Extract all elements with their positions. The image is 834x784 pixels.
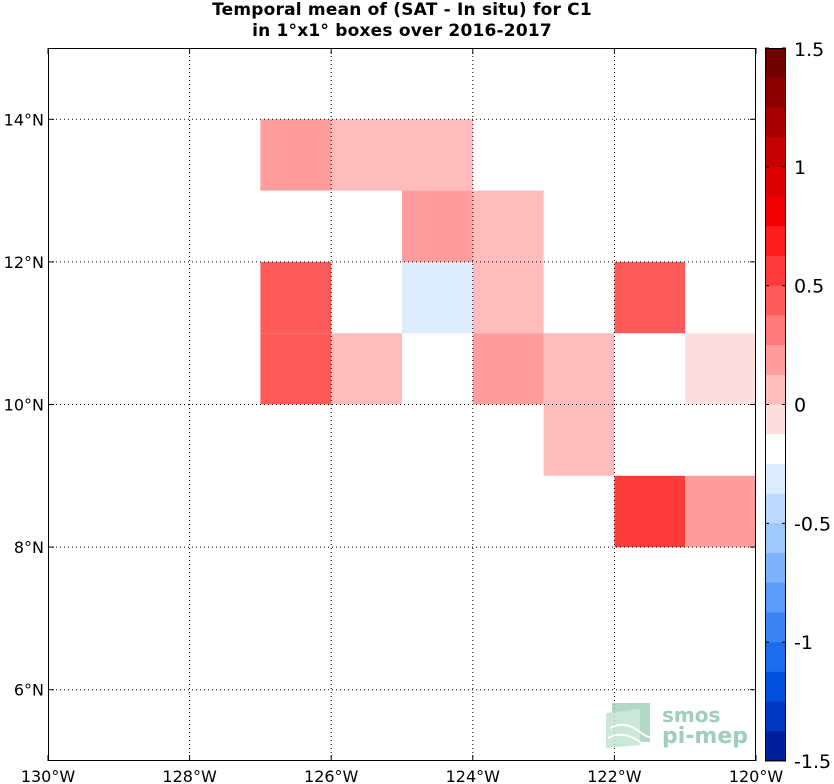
colorbar: 1.5 1 0.5 0 -0.5 -1 -1.5: [765, 39, 831, 773]
chart-title-line-1: Temporal mean of (SAT - In situ) for C1: [212, 0, 592, 20]
colorbar-tick-label: 0.5: [794, 276, 824, 298]
colorbar-segment: [765, 671, 786, 703]
heatmap-cell: [260, 333, 332, 405]
x-tick-label: 124°W: [446, 767, 501, 784]
colorbar-segment: [765, 553, 786, 584]
colorbar-tick-label: 1: [794, 157, 806, 179]
colorbar-segment: [765, 107, 786, 138]
colorbar-segment: [765, 404, 786, 435]
colorbar-segment: [765, 77, 786, 108]
heatmap-cell: [402, 190, 473, 262]
colorbar-segment: [765, 48, 786, 79]
heatmap-cell: [472, 190, 544, 262]
colorbar-segment: [765, 374, 786, 405]
colorbar-segment: [765, 642, 786, 673]
colorbar-tick-label: -0.5: [794, 513, 831, 535]
logo-text-line-2: pi-mep: [662, 724, 748, 749]
heatmap-cell: [260, 261, 332, 334]
colorbar-segment: [765, 612, 786, 643]
x-tick-label: 126°W: [304, 767, 359, 784]
chart-title-line-2: in 1°x1° boxes over 2016-2017: [252, 21, 552, 41]
colorbar-segment: [765, 226, 786, 257]
heatmap-cell: [685, 475, 756, 548]
heatmap-cell: [472, 333, 544, 405]
heatmap-cell: [472, 261, 544, 334]
colorbar-segment: [765, 137, 786, 168]
colorbar-segment: [765, 493, 786, 524]
axis-ticks: 130°W 128°W 126°W 124°W 122°W 120°W 6°N 8°N 10°N…: [4, 48, 784, 784]
map-gridlines: [48, 48, 756, 761]
colorbar-segment: [765, 315, 786, 346]
colorbar-segment: [765, 166, 786, 198]
logo-mark-icon: [606, 703, 661, 749]
heatmap-cells: [260, 119, 756, 548]
x-tick-label: 128°W: [162, 767, 217, 784]
colorbar-segment: [765, 345, 786, 376]
x-tick-label: 130°W: [21, 767, 76, 784]
heatmap-cell: [260, 119, 332, 191]
x-tick-label: 122°W: [587, 767, 642, 784]
heatmap-cell: [614, 475, 686, 548]
smos-pimep-logo: smos pi-mep: [606, 703, 748, 749]
logo-text-line-1: smos: [662, 703, 720, 727]
colorbar-segment: [765, 523, 786, 554]
colorbar-segment: [765, 285, 786, 316]
y-tick-label: 6°N: [14, 681, 44, 700]
colorbar-segment: [765, 196, 786, 227]
x-tick-label: 120°W: [729, 767, 784, 784]
heatmap-cell: [685, 333, 756, 405]
colorbar-tick-label: 1.5: [794, 39, 824, 61]
heatmap-cell: [331, 119, 402, 191]
heatmap-cell: [402, 261, 473, 334]
y-tick-label: 10°N: [4, 396, 44, 415]
heatmap-cell: [614, 261, 686, 334]
colorbar-segment: [765, 701, 786, 732]
heatmap-cell: [331, 333, 402, 405]
colorbar-segment: [765, 582, 786, 613]
y-tick-label: 12°N: [4, 253, 44, 272]
colorbar-tick-label: -1: [794, 632, 813, 654]
y-tick-label: 8°N: [14, 538, 44, 557]
heatmap-cell: [543, 333, 615, 405]
colorbar-segment: [765, 731, 786, 762]
heatmap-cell: [543, 404, 615, 476]
colorbar-tick-label: 0: [794, 395, 806, 417]
colorbar-tick-label: -1.5: [794, 751, 831, 773]
y-tick-label: 14°N: [4, 110, 44, 129]
colorbar-segment: [765, 434, 786, 465]
colorbar-segment: [765, 463, 786, 495]
colorbar-segment: [765, 255, 786, 287]
heatmap-cell: [402, 119, 473, 191]
